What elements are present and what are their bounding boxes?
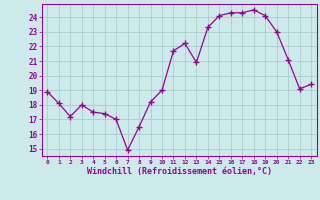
X-axis label: Windchill (Refroidissement éolien,°C): Windchill (Refroidissement éolien,°C) [87, 167, 272, 176]
